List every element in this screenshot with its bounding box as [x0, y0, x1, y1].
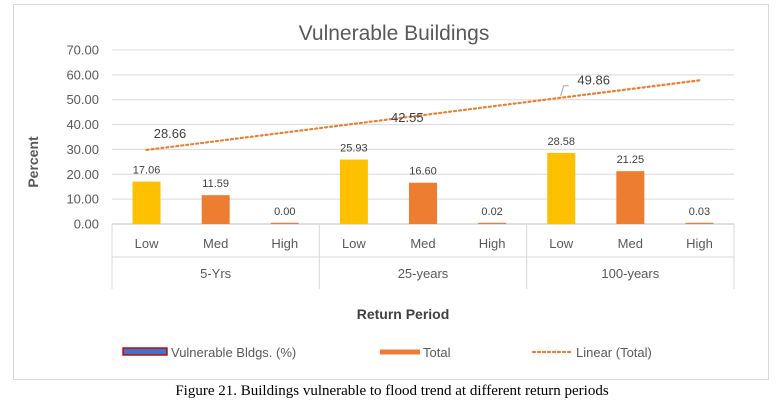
total-label: 28.66	[154, 126, 187, 141]
plot-area: 0.00 10.00 20.00 30.00 40.00 50.00 60.00 70.00 1…	[66, 43, 735, 289]
bar-low	[339, 159, 368, 224]
y-tick-label: 70.00	[66, 43, 99, 58]
x-category-label: Low	[549, 236, 573, 251]
data-label: 0.03	[689, 206, 710, 218]
x-category-label: Med	[410, 236, 435, 251]
trendline	[145, 79, 701, 152]
x-category-label: Med	[203, 236, 228, 251]
y-tick-label: 60.00	[66, 67, 99, 82]
y-tick-label: 40.00	[66, 117, 99, 132]
data-label: 0.02	[481, 206, 502, 218]
bar-high	[270, 222, 299, 224]
y-axis-label: Percent	[25, 136, 41, 188]
data-label: 25.93	[340, 143, 368, 155]
label-leader-line	[560, 85, 569, 96]
chart-title: Vulnerable Buildings	[299, 22, 490, 45]
x-group-label: 25-years	[398, 266, 449, 281]
y-tick-label: 30.00	[66, 142, 99, 157]
legend-swatch-box	[122, 347, 168, 356]
x-category-label: High	[479, 236, 506, 251]
bar-med	[409, 182, 437, 224]
x-category-label: Low	[342, 236, 366, 251]
y-tick-label: 0.00	[74, 217, 99, 232]
x-axis-label: Return Period	[357, 306, 450, 322]
data-label: 11.59	[202, 178, 229, 190]
total-label: 42.55	[391, 110, 424, 125]
legend-label: Total	[423, 345, 451, 360]
bar-high	[685, 222, 714, 224]
bar-low	[132, 181, 161, 224]
x-group-label: 100-years	[601, 266, 659, 281]
figure-caption: Figure 21. Buildings vulnerable to flood…	[175, 383, 609, 399]
x-category-label: High	[271, 236, 298, 251]
y-tick-label: 10.00	[66, 192, 99, 207]
bar-med	[201, 195, 230, 224]
data-label: 28.58	[547, 136, 575, 148]
legend-label: Linear (Total)	[576, 345, 652, 360]
y-tick-label: 50.00	[66, 92, 99, 107]
y-tick-label: 20.00	[66, 167, 99, 182]
x-group-label: 5-Yrs	[200, 266, 232, 281]
legend: Vulnerable Bldgs. (%) Total Linear (Total)	[122, 345, 652, 360]
legend-label: Vulnerable Bldgs. (%)	[171, 345, 296, 360]
data-label: 0.00	[274, 206, 295, 218]
bar-high	[478, 222, 507, 224]
x-category-label: Low	[135, 236, 159, 251]
data-label: 21.25	[617, 154, 645, 166]
bar-med	[616, 171, 645, 224]
x-category-label: High	[686, 236, 713, 251]
data-label: 16.60	[409, 166, 437, 178]
bar-low	[547, 152, 576, 224]
x-category-label: Med	[618, 236, 643, 251]
data-label: 17.06	[133, 165, 161, 177]
total-label: 49.86	[577, 73, 610, 88]
